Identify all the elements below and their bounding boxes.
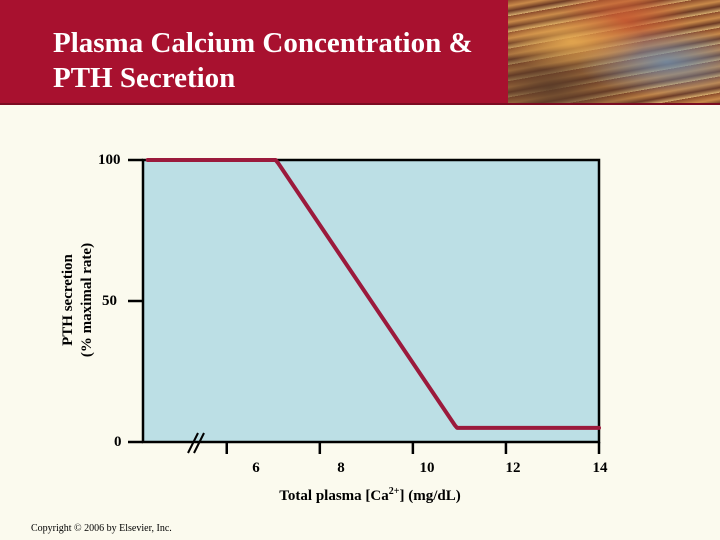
y-tick-label-100: 100 bbox=[98, 152, 121, 168]
x-tick-label-6: 6 bbox=[252, 460, 260, 476]
copyright-notice: Copyright © 2006 by Elsevier, Inc. bbox=[31, 523, 172, 534]
x-axis-label-superscript: 2+ bbox=[389, 486, 400, 497]
axis-break bbox=[187, 432, 205, 454]
axis-break-mark bbox=[193, 432, 205, 454]
banner-divider bbox=[0, 103, 720, 105]
x-axis-label-main: Total plasma [Ca bbox=[279, 488, 389, 504]
x-tick-label-8: 8 bbox=[337, 460, 345, 476]
x-tick-label-12: 12 bbox=[506, 460, 521, 476]
x-axis-label: Total plasma [Ca2+] (mg/dL) bbox=[279, 486, 460, 504]
x-tick-label-10: 10 bbox=[420, 460, 435, 476]
slide-title: Plasma Calcium Concentration & PTH Secre… bbox=[53, 26, 473, 96]
x-tick-label-14: 14 bbox=[593, 460, 609, 476]
slide-title-line1: Plasma Calcium Concentration & bbox=[53, 27, 473, 59]
y-tick-label-0: 0 bbox=[114, 434, 122, 450]
axis-break-mark bbox=[187, 432, 199, 454]
y-tick-label-50: 50 bbox=[102, 293, 117, 309]
x-tick-marks bbox=[225, 442, 601, 454]
y-axis-label-line1: PTH secretion bbox=[60, 253, 76, 345]
y-tick-marks bbox=[128, 158, 143, 444]
slide-title-line2: PTH Secretion bbox=[53, 62, 236, 94]
y-axis-label-line2: (% maximal rate) bbox=[79, 243, 95, 357]
series-curve bbox=[145, 158, 601, 430]
x-axis-label-suffix: ] (mg/dL) bbox=[399, 488, 460, 504]
decorative-artwork bbox=[508, 0, 720, 103]
